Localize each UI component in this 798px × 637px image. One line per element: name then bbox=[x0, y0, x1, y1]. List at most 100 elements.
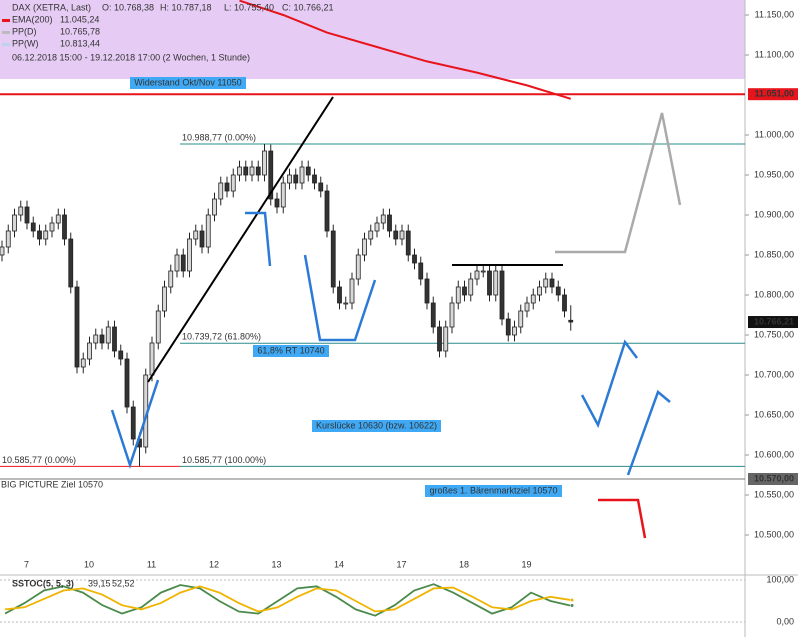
x-tick-label: 13 bbox=[271, 559, 281, 569]
candle-body bbox=[0, 246, 5, 256]
candle-body bbox=[549, 278, 555, 288]
candle-body bbox=[380, 214, 386, 224]
candle-body bbox=[49, 222, 55, 232]
price-marker-label: 11.051,00 bbox=[754, 89, 794, 99]
price-marker-label: 10.570,00 bbox=[754, 473, 794, 483]
x-tick-label: 14 bbox=[334, 559, 344, 569]
arrow bbox=[555, 112, 682, 254]
price-marker bbox=[748, 88, 798, 101]
candle-body bbox=[112, 326, 117, 352]
candle-body bbox=[30, 222, 36, 232]
candle-body bbox=[424, 278, 430, 304]
annotation: Widerstand Okt/Nov 11050 bbox=[134, 77, 241, 87]
fib-label: 10.739,72 (61.80%) bbox=[182, 332, 261, 342]
ema-line bbox=[239, 0, 572, 100]
candle-body bbox=[199, 230, 205, 248]
period: 06.12.2018 15:00 - 19.12.2018 17:00 (2 W… bbox=[12, 52, 250, 62]
y-tick-label: 10.850,00 bbox=[754, 249, 794, 259]
candle-body bbox=[374, 222, 380, 232]
candle-body bbox=[149, 342, 155, 376]
candle-body bbox=[499, 270, 505, 320]
candle-body bbox=[518, 310, 524, 328]
candle-body bbox=[512, 326, 517, 336]
x-tick-label: 18 bbox=[459, 559, 469, 569]
candle-body bbox=[449, 302, 455, 328]
candle-body bbox=[62, 214, 67, 240]
candle-body bbox=[530, 294, 536, 304]
candle-body bbox=[262, 150, 267, 176]
candle-body bbox=[168, 270, 174, 288]
candle-body bbox=[330, 230, 336, 288]
candle-body bbox=[55, 214, 61, 224]
annotation-box bbox=[253, 345, 329, 357]
candle-body bbox=[237, 166, 242, 176]
candle-body bbox=[543, 278, 549, 288]
candle-body bbox=[193, 230, 199, 240]
legend-swatch bbox=[2, 19, 10, 22]
candle-body bbox=[399, 230, 405, 240]
y-tick-label: 10.500,00 bbox=[754, 529, 794, 539]
candle-body bbox=[205, 214, 211, 248]
candle-body bbox=[305, 166, 311, 176]
candle-body bbox=[318, 182, 324, 192]
x-tick-label: 7 bbox=[24, 559, 29, 569]
candle-body bbox=[387, 214, 392, 232]
candle-body bbox=[255, 166, 261, 176]
candle-body bbox=[224, 182, 230, 192]
candle-body bbox=[24, 206, 30, 224]
candle-body bbox=[355, 254, 361, 280]
candle-body bbox=[274, 198, 280, 208]
y-tick-label: 10.700,00 bbox=[754, 369, 794, 379]
candle-body bbox=[505, 318, 511, 336]
x-tick-label: 19 bbox=[521, 559, 531, 569]
x-tick-label: 11 bbox=[147, 559, 156, 569]
fib-label: 10.988,77 (0.00%) bbox=[182, 132, 256, 142]
legend-name: PP(W) bbox=[12, 38, 39, 48]
candle-body bbox=[293, 174, 299, 184]
legend-value: 11.045,24 bbox=[60, 14, 99, 24]
arrow bbox=[626, 389, 671, 476]
candle-body bbox=[18, 206, 24, 216]
candle-body bbox=[555, 286, 561, 296]
candle-body bbox=[337, 286, 342, 304]
candle-body bbox=[474, 270, 480, 280]
x-tick-label: 12 bbox=[209, 559, 219, 569]
candle-body bbox=[80, 358, 86, 368]
candle-body bbox=[430, 302, 436, 328]
ohlc: C: 10.766,21 bbox=[282, 2, 334, 12]
legend-name: EMA(200) bbox=[12, 14, 53, 24]
candle-body bbox=[162, 286, 167, 312]
y-tick-label: 10.950,00 bbox=[754, 169, 794, 179]
candle-body bbox=[187, 238, 192, 272]
candle-body bbox=[362, 238, 367, 256]
candle-body bbox=[43, 230, 49, 240]
y-tick-label: 11.150,00 bbox=[755, 9, 794, 19]
candle-body bbox=[99, 334, 105, 344]
candle-body bbox=[174, 254, 180, 272]
candle-body bbox=[437, 326, 442, 352]
candle-body bbox=[118, 350, 124, 360]
arrow bbox=[580, 339, 638, 429]
y-tick-label: 11.100,00 bbox=[755, 49, 794, 59]
candle-body bbox=[37, 230, 42, 240]
candle-body bbox=[249, 166, 255, 176]
legend-value: 10.813,44 bbox=[60, 38, 100, 48]
arrow bbox=[598, 498, 647, 539]
y-tick-label: 0,00 bbox=[776, 616, 794, 626]
candle-body bbox=[243, 166, 249, 176]
y-tick-label: 10.750,00 bbox=[754, 329, 794, 339]
candle-body bbox=[180, 254, 186, 272]
candle-body bbox=[480, 270, 486, 273]
candle-body bbox=[130, 406, 136, 440]
x-tick-label: 17 bbox=[396, 559, 406, 569]
legend-name: PP(D) bbox=[12, 26, 37, 36]
trend-line bbox=[147, 96, 334, 383]
level-label: 10.585,77 (0.00%) bbox=[2, 455, 76, 465]
legend-swatch bbox=[2, 31, 10, 34]
y-tick-label: 10.600,00 bbox=[754, 449, 794, 459]
oscillator-line bbox=[4, 585, 571, 613]
candle-body bbox=[324, 190, 330, 232]
annotation-box bbox=[312, 420, 441, 432]
